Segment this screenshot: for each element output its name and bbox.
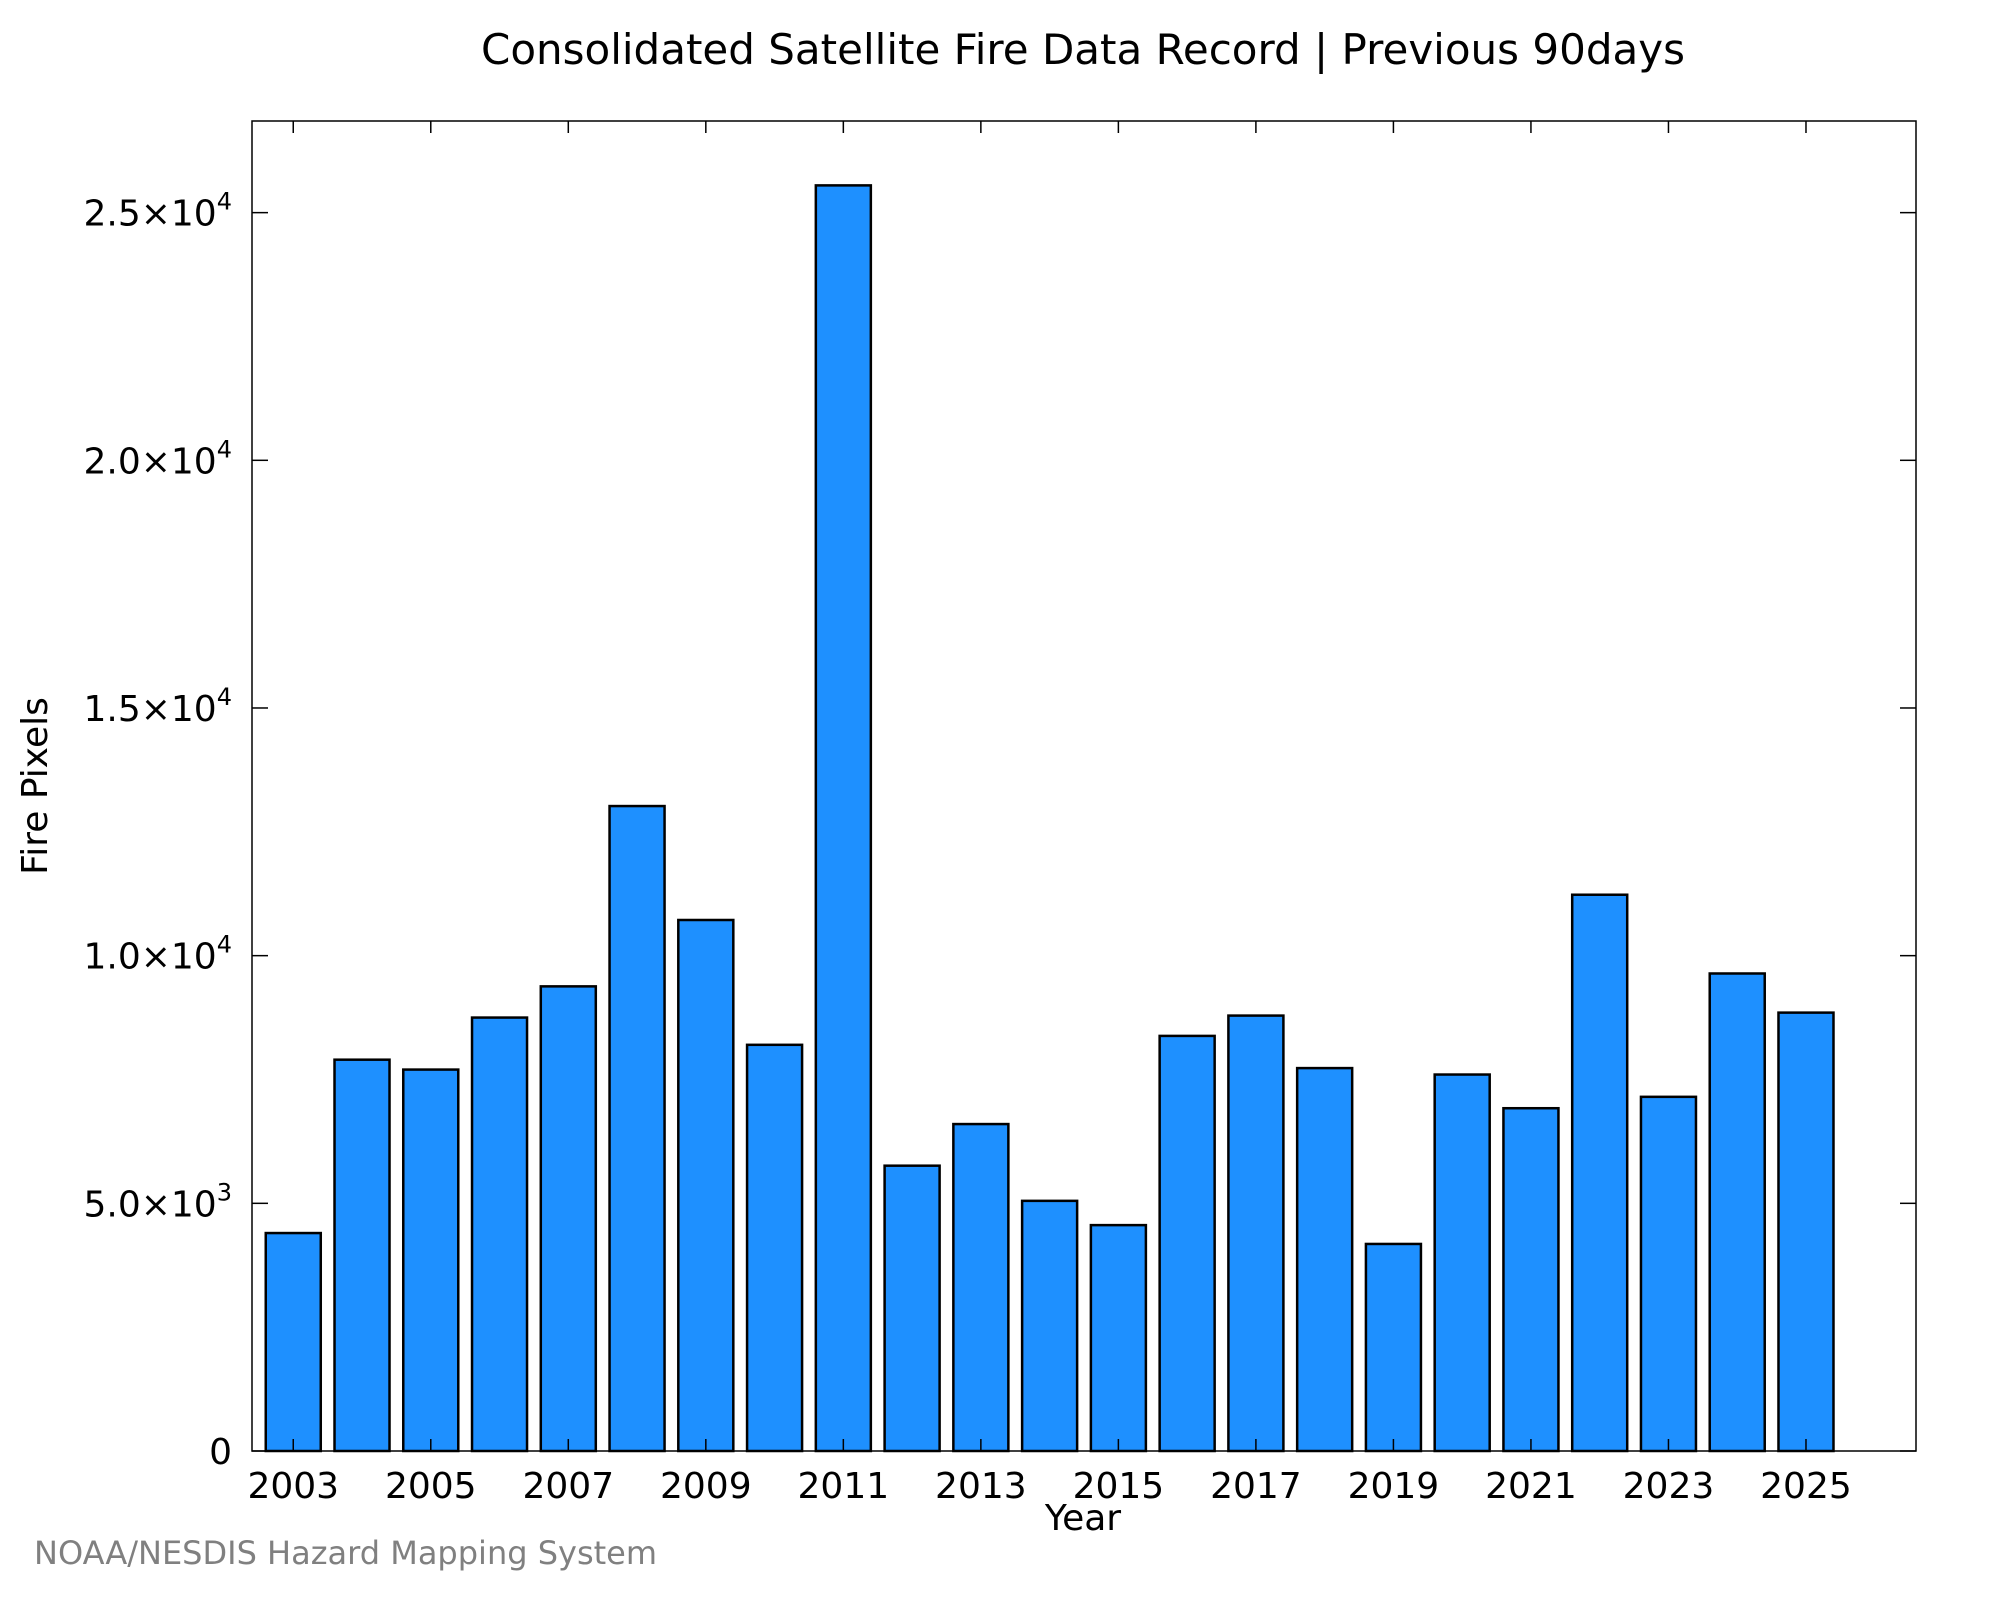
- x-axis-label: Year: [1044, 1498, 1121, 1539]
- bar-2009: [677, 918, 735, 1453]
- bar-2006: [470, 1016, 529, 1453]
- x-tick-label-2007: 2007: [522, 1466, 614, 1507]
- bar-2016: [1158, 1034, 1216, 1453]
- x-tick-label-2005: 2005: [385, 1466, 477, 1507]
- bar-2015: [1089, 1223, 1148, 1453]
- chart-title: Consolidated Satellite Fire Data Record …: [481, 25, 1685, 74]
- x-tick-label-2021: 2021: [1485, 1466, 1577, 1507]
- bar-2014: [1020, 1199, 1079, 1453]
- y-tick-label: 1.0×104: [83, 931, 232, 978]
- x-tick-label-2019: 2019: [1348, 1466, 1440, 1507]
- bar-2020: [1433, 1073, 1491, 1453]
- bar-2004: [333, 1058, 391, 1453]
- y-tick-label: 0: [209, 1432, 232, 1473]
- x-tick-label-2023: 2023: [1623, 1466, 1715, 1507]
- x-tick-label-2025: 2025: [1760, 1466, 1852, 1507]
- bar-2021: [1502, 1106, 1560, 1453]
- bars-group: [264, 184, 1835, 1453]
- bar-2011: [814, 184, 873, 1453]
- bar-2019: [1364, 1242, 1423, 1453]
- x-tick-label-2011: 2011: [798, 1466, 890, 1507]
- bar-2012: [883, 1164, 941, 1453]
- bar-2010: [745, 1043, 804, 1453]
- bar-2008: [608, 804, 666, 1453]
- plot-frame: [251, 120, 1917, 1452]
- x-tick-label-2017: 2017: [1210, 1466, 1302, 1507]
- y-tick-label: 1.5×104: [83, 683, 232, 730]
- bar-2018: [1295, 1066, 1354, 1453]
- x-tick-label-2015: 2015: [1073, 1466, 1165, 1507]
- y-axis-label: Fire Pixels: [15, 697, 56, 875]
- bar-2005: [402, 1068, 460, 1453]
- credit-text: NOAA/NESDIS Hazard Mapping System: [34, 1534, 658, 1572]
- x-axis-ticks: 2003 2005 2007 2009 2011 2013 2015 2017 2019 2021…: [247, 121, 1852, 1507]
- bar-2003: [264, 1231, 323, 1453]
- bar-2025: [1777, 1011, 1835, 1453]
- bar-2007: [539, 985, 598, 1453]
- y-axis-ticks: 0 5.0×103 1.0×104 1.5×104 2.0×104 2.5×104: [83, 188, 1916, 1473]
- x-tick-label-2009: 2009: [660, 1466, 752, 1507]
- bar-2023: [1639, 1095, 1698, 1453]
- x-tick-label-2003: 2003: [247, 1466, 339, 1507]
- bar-2024: [1708, 972, 1766, 1453]
- x-tick-label-2013: 2013: [935, 1466, 1027, 1507]
- y-tick-label: 2.0×104: [83, 435, 232, 482]
- y-tick-label: 5.0×103: [83, 1178, 232, 1225]
- bar-2017: [1227, 1014, 1285, 1453]
- bar-2013: [952, 1122, 1010, 1453]
- bar-2022: [1570, 893, 1629, 1453]
- y-tick-label: 2.5×104: [83, 188, 232, 235]
